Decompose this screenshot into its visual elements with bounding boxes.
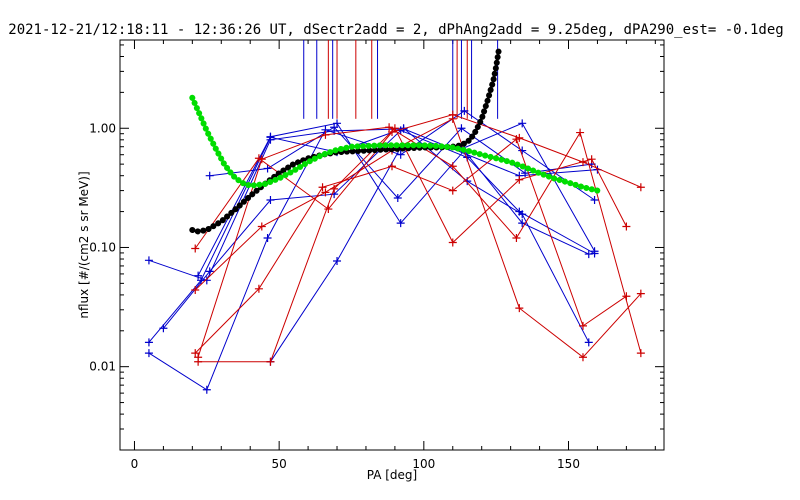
data-point-red — [515, 175, 524, 184]
data-point-blue — [266, 132, 275, 141]
chart-title: 2021-12-21/12:18:11 - 12:36:26 UT, dSect… — [8, 22, 783, 38]
data-point-red — [318, 183, 327, 192]
data-point-red — [257, 155, 266, 164]
data-point-blue — [518, 119, 527, 128]
data-point-blue — [263, 234, 272, 243]
data-point-red — [191, 349, 200, 358]
data-point-blue — [144, 338, 153, 347]
data-point-blue — [144, 349, 153, 358]
series-line-blue — [148, 127, 590, 343]
plot-frame — [119, 39, 665, 451]
series-line-red — [198, 127, 627, 363]
data-point-blue — [202, 385, 211, 394]
data-point-red — [330, 184, 339, 193]
series-line-red — [194, 138, 627, 354]
data-point-red — [636, 349, 645, 358]
data-point-blue — [263, 164, 272, 173]
series-line-blue — [148, 110, 595, 391]
marker-lines — [303, 40, 499, 119]
data-point-red — [512, 234, 521, 243]
data-point-red — [448, 114, 457, 123]
data-point-blue — [518, 146, 527, 155]
x-axis-label: PA [deg] — [367, 468, 417, 482]
data-point-blue — [144, 256, 153, 265]
data-point-blue — [521, 169, 530, 178]
data-point-blue — [584, 250, 593, 259]
y-axis-label: nflux [#/(cm2 s sr MeV)] — [77, 171, 91, 318]
data-point-red — [512, 135, 521, 144]
data-point-blue — [396, 219, 405, 228]
fit-curves — [189, 45, 601, 235]
data-point-red — [578, 321, 587, 330]
data-point-red — [321, 130, 330, 139]
data-point-red — [448, 186, 457, 195]
y-tick-label: 0.10 — [89, 240, 116, 254]
data-point-blue — [197, 276, 206, 285]
data-point-blue — [194, 271, 203, 280]
data-point-red — [636, 183, 645, 192]
y-tick-label: 1.00 — [89, 121, 116, 135]
data-point-red — [578, 353, 587, 362]
data-point-red — [515, 304, 524, 313]
data-point-blue — [590, 196, 599, 205]
y-tick-label: 0.01 — [89, 360, 116, 374]
data-point-blue — [396, 150, 405, 159]
axis-ticks: 0 50 100 150 0.01 0.10 1.00 — [89, 40, 664, 471]
data-point-blue — [584, 338, 593, 347]
data-point-red — [622, 292, 631, 301]
data-point-red — [390, 124, 399, 133]
data-point-red — [254, 284, 263, 293]
data-point-blue — [205, 267, 214, 276]
data-point-blue — [266, 196, 275, 205]
fit-curve-green — [189, 94, 601, 194]
data-point-red — [321, 188, 330, 197]
series-line-red — [194, 114, 642, 249]
x-tick-label: 150 — [557, 457, 580, 471]
data-point-red — [385, 123, 394, 132]
data-point-red — [266, 357, 275, 366]
data-point-red — [194, 357, 203, 366]
data-point-blue — [460, 106, 469, 115]
data-point-red — [587, 155, 596, 164]
data-point-blue — [457, 124, 466, 133]
data-point-red — [448, 238, 457, 247]
data-point-blue — [393, 193, 402, 202]
x-tick-label: 0 — [131, 457, 139, 471]
data-point-blue — [205, 171, 214, 180]
data-point-red — [448, 162, 457, 171]
data-point-blue — [518, 210, 527, 219]
fit-curve-black — [189, 45, 503, 235]
data-point-red — [576, 128, 585, 137]
x-tick-label: 100 — [412, 457, 435, 471]
series-line-red — [194, 118, 642, 358]
data-point-red — [191, 244, 200, 253]
data-point-blue — [333, 256, 342, 265]
data-point-red — [324, 205, 333, 214]
data-point-blue — [590, 247, 599, 256]
data-point-red — [622, 222, 631, 231]
data-point-red — [257, 222, 266, 231]
x-tick-label: 50 — [272, 457, 287, 471]
data-point-red — [636, 289, 645, 298]
data-point-blue — [333, 119, 342, 128]
data-point-red — [388, 162, 396, 171]
data-point-red — [191, 285, 200, 294]
